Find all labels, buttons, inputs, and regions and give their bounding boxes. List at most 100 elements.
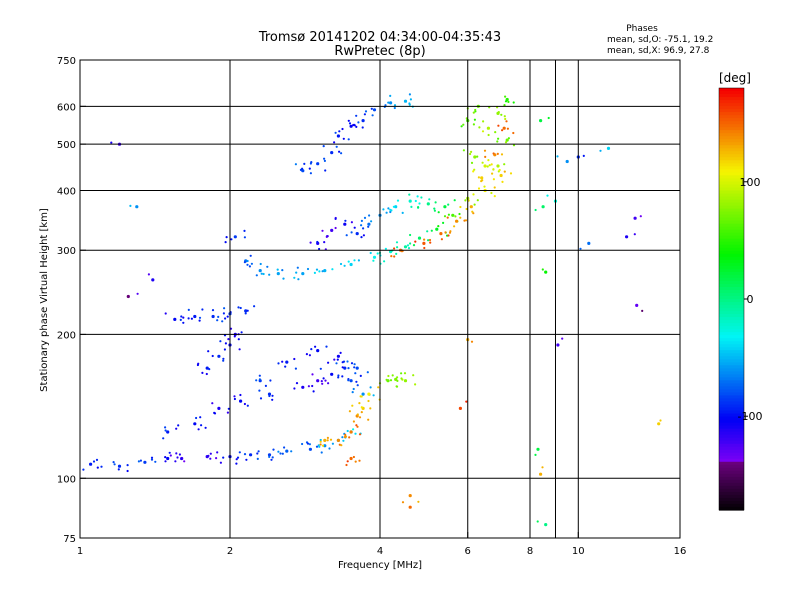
data-point-scatter [416,195,419,198]
data-point-scatter [324,379,327,382]
data-point-scatter [237,338,240,341]
data-point [451,213,455,217]
data-point [633,216,637,220]
data-point-scatter [344,433,347,436]
data-point [301,272,305,276]
data-point-scatter [354,460,357,463]
data-point-scatter [403,372,407,375]
data-point-scatter [641,309,644,312]
colorbar-segment [719,163,744,167]
data-point-scatter [504,117,507,121]
data-point-scatter [357,121,360,124]
colorbar-segment [719,103,744,107]
data-point-scatter [395,252,398,255]
data-point [469,205,473,209]
data-point-scatter [465,400,468,403]
colorbar-segment [719,133,744,137]
data-point-scatter [277,450,280,453]
data-point-scatter [401,501,405,504]
data-point-scatter [546,194,549,197]
data-point-scatter [494,131,497,134]
data-point-scatter [294,163,297,166]
colorbar-segment [719,455,744,460]
colorbar-segment [719,311,744,315]
data-point-scatter [312,390,315,393]
data-point-scatter [243,261,246,264]
data-point-scatter [453,225,456,228]
data-point-scatter [556,155,559,158]
data-point-scatter [507,137,510,140]
data-point-scatter [493,195,496,198]
data-point-scatter [428,198,431,201]
data-point [166,456,170,461]
data-point-scatter [198,319,201,322]
colorbar-segment [719,401,744,406]
data-point-scatter [182,321,185,324]
data-point-scatter [345,234,348,237]
data-point [308,447,312,451]
trace-4 [378,372,417,388]
data-point [372,108,377,112]
data-point-scatter [359,374,362,377]
data-point-scatter [147,273,150,276]
data-point-scatter [216,319,219,322]
data-point-scatter [215,457,218,460]
data-point-scatter [497,137,500,140]
y-tick-label: 200 [57,330,76,341]
data-point-scatter [239,393,242,397]
x-tick-label: 8 [527,546,533,557]
data-point-scatter [110,141,113,144]
data-point-scatter [249,254,252,257]
data-point-scatter [358,433,362,436]
data-point-scatter [222,456,225,459]
x-tick-label: 10 [572,546,585,557]
data-point-scatter [500,153,504,156]
data-point-scatter [239,306,242,310]
data-point-scatter [472,170,475,173]
data-point-scatter [347,138,350,141]
colorbar-segment [719,461,744,466]
colorbar-segment [719,214,744,219]
data-point-scatter [197,362,200,365]
colorbar-segment [719,350,744,354]
grid-lines [80,60,680,538]
data-point-scatter [395,241,399,244]
data-point-scatter [246,263,249,266]
data-point-scatter [294,367,297,370]
data-point-scatter [284,365,287,368]
colorbar-segment [719,190,744,195]
data-point-scatter [308,443,311,446]
data-points [82,93,662,527]
data-point-scatter [168,451,171,454]
data-point-scatter [222,357,225,360]
data-point-scatter [487,133,490,137]
data-point-scatter [347,379,350,382]
data-point-scatter [201,371,204,374]
data-point-scatter [396,379,399,382]
data-point-scatter [199,416,202,419]
data-point-scatter [321,270,324,273]
data-point-scatter [339,351,342,354]
data-point-scatter [453,199,456,202]
colorbar-segment [719,476,744,481]
data-point-scatter [334,226,337,230]
data-point-scatter [358,402,361,405]
data-point-scatter [322,377,325,380]
data-point-scatter [412,374,415,377]
data-point [301,385,305,389]
data-point-scatter [322,145,325,148]
data-point-scatter [226,315,229,318]
data-point [483,164,487,168]
colorbar-segment [719,265,744,270]
data-point-scatter [423,238,426,241]
data-point-scatter [208,368,211,371]
data-point-scatter [336,358,339,361]
colorbar-segment [719,338,744,342]
colorbar-segment [719,184,744,189]
colorbar-segment [719,326,744,330]
data-point-scatter [333,141,336,144]
data-point-scatter [446,216,449,219]
data-point-scatter [236,456,240,459]
data-point [330,372,334,376]
colorbar-segment [719,464,744,469]
